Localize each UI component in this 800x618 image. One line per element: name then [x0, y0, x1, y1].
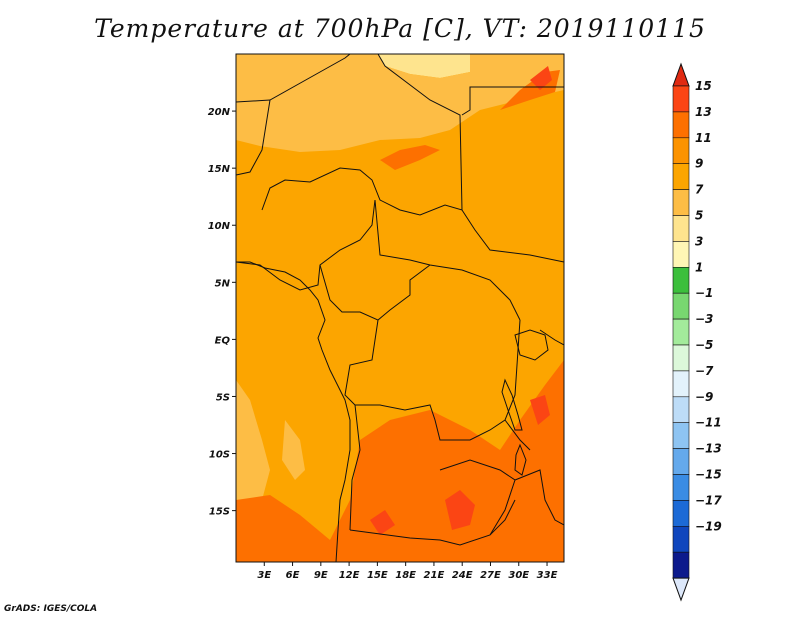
colorbar-label: −17 [695, 493, 722, 507]
colorbar-swatch [672, 163, 690, 190]
colorbar-swatch [672, 189, 690, 216]
field-region-light-sw [282, 420, 305, 480]
lake-malawi [514, 443, 527, 476]
colorbar-label: −1 [695, 286, 713, 300]
colorbar-swatch [672, 551, 690, 579]
colorbar-swatch [672, 344, 690, 372]
field-region-warm-south [236, 360, 564, 562]
field-region-hot-south2 [370, 510, 395, 535]
field-region-light-west [236, 380, 270, 520]
colorbar-label: 13 [695, 105, 712, 119]
field-region-light-north [236, 54, 564, 152]
colorbar-label: 9 [695, 157, 703, 171]
colorbar-label: −11 [695, 416, 722, 430]
colorbar-label: −19 [695, 519, 722, 533]
lon-tick-label: 6E [286, 570, 300, 581]
colorbar-swatch [672, 525, 690, 553]
lon-tick-label: 9E [314, 570, 328, 581]
lon-tick-label: 24E [452, 570, 473, 581]
lat-tick-label: 15S [209, 507, 230, 518]
colorbar-label: 15 [695, 79, 712, 93]
lat-tick-label: 10S [209, 450, 230, 461]
lon-tick-label: 27E [480, 570, 501, 581]
field-region-warm-mid [380, 145, 440, 170]
colorbar-label: −3 [695, 312, 713, 326]
colorbar-label: 5 [695, 209, 703, 223]
colorbar-label: −7 [695, 364, 714, 378]
lon-tick-label: 21E [424, 570, 445, 581]
colorbar-label: 3 [695, 234, 703, 248]
lon-tick-label: 18E [395, 570, 416, 581]
colorbar: 15 13 11 9 7 5 3 1 −1 −3 −5 −7 −9 −11 −13 −15 −17 −19 [672, 62, 722, 602]
lat-tick-label: 10N [208, 221, 231, 232]
lat-tick-label: EQ [215, 335, 231, 346]
colorbar-top-arrow [672, 62, 690, 87]
lat-tick-label: 5N [215, 278, 231, 289]
lake-tanganyika [501, 378, 523, 431]
longitude-axis: 3E 6E 9E 12E 15E 18E 21E 24E 27E 30E 33E [257, 562, 558, 581]
colorbar-swatch [672, 448, 690, 475]
colorbar-label: −9 [695, 390, 713, 404]
colorbar-swatch [672, 370, 690, 398]
colorbar-label: 1 [695, 260, 703, 274]
colorbar-swatch [672, 85, 690, 113]
colorbar-label: −5 [695, 338, 713, 352]
latitude-axis: 20N 15N 10N 5N EQ 5S 10S 15S [208, 107, 236, 518]
coastline [236, 261, 351, 562]
colorbar-label: −15 [695, 468, 722, 482]
lon-tick-label: 3E [257, 570, 271, 581]
lon-tick-label: 15E [367, 570, 388, 581]
colorbar-swatch [672, 241, 690, 268]
country-borders [236, 54, 564, 546]
colorbar-swatch [672, 474, 690, 501]
colorbar-bottom-arrow [672, 577, 690, 602]
colorbar-swatch [672, 318, 690, 346]
colorbar-swatch [672, 137, 690, 165]
chart-title: Temperature at 700hPa [C], VT: 201911011… [94, 14, 706, 43]
lat-tick-label: 20N [208, 107, 231, 118]
colorbar-swatch [672, 215, 690, 242]
colorbar-swatch [672, 266, 690, 294]
field-region-hot-ne [530, 66, 552, 90]
lat-tick-label: 15N [208, 164, 231, 175]
lon-tick-label: 12E [339, 570, 360, 581]
field-region-cool-north [378, 54, 470, 78]
colorbar-label: −13 [695, 442, 722, 456]
colorbar-label: 7 [695, 183, 704, 197]
lake-victoria [514, 329, 549, 361]
colorbar-label: 11 [695, 131, 712, 145]
lon-tick-label: 30E [508, 570, 529, 581]
field-region-hot-east [530, 395, 550, 425]
colorbar-swatch [672, 292, 690, 320]
grads-credit: GrADS: IGES/COLA [4, 604, 98, 614]
map-frame [235, 53, 565, 563]
colorbar-swatch [672, 396, 690, 423]
colorbar-swatch [672, 111, 690, 139]
colorbar-swatch [672, 422, 690, 449]
colorbar-swatch [672, 500, 690, 527]
lon-tick-label: 33E [537, 570, 558, 581]
field-region-hot-south [445, 490, 475, 530]
lat-tick-label: 5S [216, 392, 230, 403]
